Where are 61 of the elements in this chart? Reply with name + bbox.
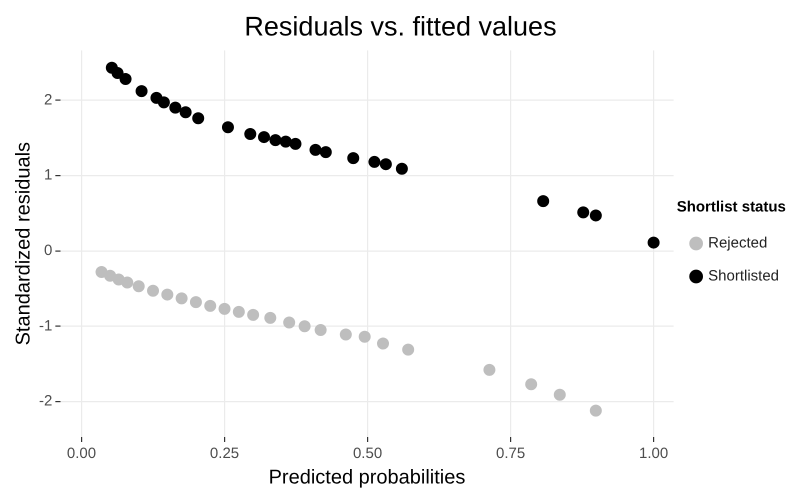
y-tick-label: 2 (44, 91, 52, 108)
point (222, 121, 234, 134)
point (298, 320, 311, 332)
point (590, 209, 602, 222)
point (554, 388, 566, 401)
y-tick-label: 1 (44, 166, 52, 184)
x-axis-title: Predicted probabilities (268, 466, 466, 489)
point (190, 296, 202, 308)
point (169, 102, 182, 114)
point (112, 67, 124, 80)
point (347, 152, 360, 164)
legend-label: Shortlisted (708, 268, 780, 285)
point (368, 156, 380, 168)
point (537, 195, 550, 208)
point (289, 138, 302, 150)
point (320, 146, 332, 158)
x-tick-label: 0.75 (496, 445, 526, 462)
x-tick-label: 0.25 (210, 445, 240, 462)
legend-label: Rejected (708, 234, 768, 252)
point (147, 284, 160, 297)
point (161, 288, 174, 301)
point (340, 328, 352, 341)
point (158, 96, 170, 108)
point (648, 236, 660, 249)
y-axis-title: Standardized residuals (12, 142, 35, 346)
point (283, 316, 296, 328)
point (402, 344, 414, 356)
point (247, 308, 260, 321)
legend-title: Shortlist status (676, 198, 786, 216)
point (121, 276, 134, 289)
point (314, 324, 327, 336)
point (136, 85, 148, 98)
y-tick-label: 0 (44, 242, 52, 259)
point (525, 378, 538, 390)
x-tick-label: 0.50 (352, 445, 382, 462)
point (577, 206, 590, 218)
point (218, 302, 231, 315)
point (204, 300, 216, 312)
point (280, 136, 292, 148)
point (180, 106, 192, 118)
y-tick-label: -1 (38, 317, 52, 334)
point (309, 144, 322, 156)
y-tick-label: -2 (38, 392, 52, 410)
point (377, 338, 390, 350)
point (358, 330, 371, 343)
point (396, 162, 408, 175)
point (380, 158, 392, 170)
point (232, 306, 245, 318)
point (590, 404, 602, 417)
point (176, 292, 188, 304)
point (258, 131, 270, 144)
point (264, 312, 276, 324)
x-tick-label: 0.00 (66, 445, 96, 462)
x-tick-label: 1.00 (639, 445, 668, 462)
point (244, 128, 256, 140)
point (132, 280, 145, 292)
point (192, 112, 204, 124)
point (483, 364, 496, 376)
point (269, 134, 282, 146)
point (120, 73, 132, 86)
chart-title: Residuals vs. fitted values (244, 12, 557, 42)
